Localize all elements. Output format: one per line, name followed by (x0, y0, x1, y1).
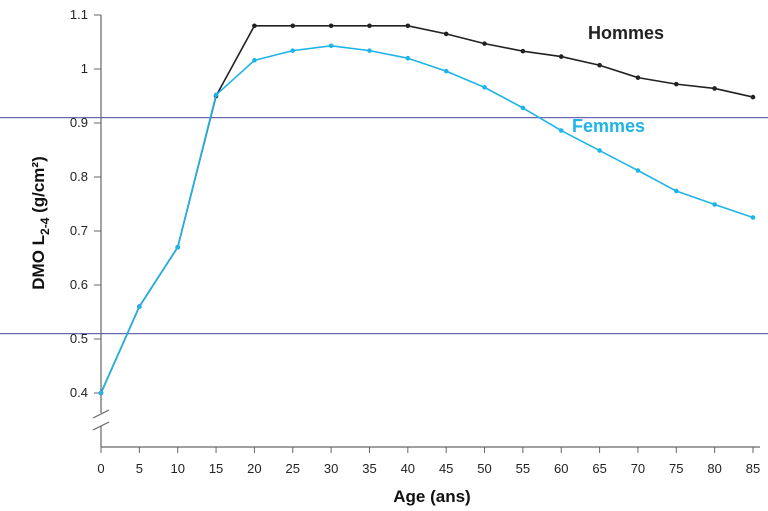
series-labels: Hommes Femmes (572, 23, 664, 136)
series-line-hommes (100, 24, 754, 394)
x-tick-label: 75 (669, 461, 683, 476)
data-point-femmes (175, 244, 181, 250)
y-tick-label: 0.8 (70, 169, 88, 184)
series-label-femmes: Femmes (572, 116, 645, 136)
x-axis-ticks: 0 5 10 15 20 25 30 35 40 45 50 55 60 65 70 75 80 85 (97, 447, 760, 476)
x-tick-label: 30 (324, 461, 338, 476)
data-point-hommes (252, 23, 257, 29)
data-point-femmes (750, 215, 756, 220)
data-point-femmes (98, 390, 104, 396)
x-tick-label: 20 (247, 461, 261, 476)
x-tick-label: 65 (592, 461, 606, 476)
data-point-hommes (558, 54, 564, 59)
y-axis-title-subscript: 2-4 (38, 217, 52, 235)
axis-break-mark-upper (92, 409, 110, 419)
data-point-femmes (558, 128, 564, 133)
data-point-hommes (750, 94, 756, 100)
series-label-hommes: Hommes (588, 23, 664, 43)
x-tick-label: 45 (439, 461, 453, 476)
data-point-femmes (367, 48, 372, 53)
x-tick-label: 10 (170, 461, 184, 476)
data-point-femmes (520, 105, 526, 111)
data-point-hommes (673, 81, 679, 87)
x-tick-label: 70 (631, 461, 645, 476)
y-axis-ticks: 0.4 0.5 0.6 0.7 0.8 0.9 1 1.1 (70, 7, 101, 400)
data-point-hommes (482, 41, 487, 46)
data-point-femmes (405, 55, 411, 61)
data-point-hommes (712, 86, 717, 91)
y-axis-title-unit: (g/cm²) (29, 156, 48, 217)
data-point-hommes (443, 31, 449, 37)
data-point-femmes (252, 58, 257, 63)
x-tick-label: 80 (707, 461, 721, 476)
data-point-hommes (635, 75, 641, 80)
y-axis-title-main: DMO L (29, 235, 48, 290)
x-tick-label: 0 (97, 461, 104, 476)
data-point-femmes (443, 68, 449, 74)
data-point-femmes (635, 168, 641, 173)
reference-lines (0, 116, 768, 335)
x-tick-label: 50 (477, 461, 491, 476)
x-tick-label: 85 (746, 461, 760, 476)
y-tick-label: 1.1 (70, 7, 88, 22)
data-point-hommes (290, 23, 296, 29)
data-point-hommes (597, 62, 602, 68)
data-point-hommes (367, 23, 372, 29)
y-tick-label: 0.4 (70, 385, 88, 400)
y-tick-label: 0.7 (70, 223, 88, 238)
data-point-femmes (597, 148, 602, 153)
x-tick-label: 55 (516, 461, 530, 476)
x-axis-title: Age (ans) (393, 487, 470, 506)
y-tick-label: 1 (81, 61, 88, 76)
axis-break-mark-lower (92, 421, 110, 431)
x-tick-label: 60 (554, 461, 568, 476)
y-tick-label: 0.6 (70, 277, 88, 292)
data-point-femmes (482, 85, 487, 90)
series-line-femmes (100, 44, 754, 394)
data-point-hommes (328, 23, 334, 29)
axis-break-marker (92, 409, 110, 431)
x-tick-label: 40 (401, 461, 415, 476)
series-layer (98, 23, 756, 396)
data-point-hommes (520, 48, 526, 54)
data-point-femmes (712, 202, 717, 207)
x-tick-label: 25 (286, 461, 300, 476)
data-point-femmes (290, 48, 296, 53)
x-tick-label: 5 (136, 461, 143, 476)
axes (92, 15, 760, 448)
data-point-femmes (137, 304, 142, 309)
y-axis-title: DMO L2-4 (g/cm²) (29, 156, 52, 290)
data-point-femmes (213, 92, 219, 98)
data-point-femmes (673, 188, 679, 194)
data-point-hommes (405, 23, 411, 29)
y-tick-label: 0.9 (70, 115, 88, 130)
x-tick-label: 15 (209, 461, 223, 476)
data-point-femmes (328, 43, 334, 49)
x-tick-label: 35 (362, 461, 376, 476)
y-tick-label: 0.5 (70, 331, 88, 346)
